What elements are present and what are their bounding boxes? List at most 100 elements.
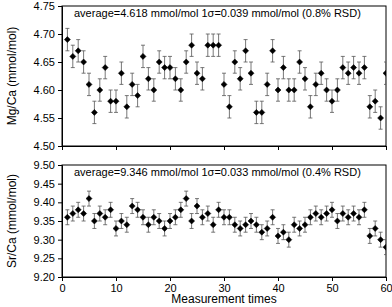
error-bar-cap <box>82 206 86 207</box>
x-tick-mark <box>224 277 225 281</box>
data-point <box>232 59 238 65</box>
x-axis-line <box>63 278 387 282</box>
error-bar-cap <box>190 56 194 57</box>
error-bar-cap <box>303 90 307 91</box>
error-bar-cap <box>335 78 339 79</box>
data-point <box>205 211 211 217</box>
error-bar-cap <box>346 62 350 63</box>
data-point <box>167 65 173 71</box>
error-bar-cap <box>217 56 221 57</box>
error-bar-cap <box>87 73 91 74</box>
x-tick-mark <box>170 146 171 150</box>
error-bar-cap <box>373 90 377 91</box>
error-bar-cap <box>195 213 199 214</box>
data-point <box>297 225 303 231</box>
data-point <box>318 70 324 76</box>
data-point <box>232 222 238 228</box>
data-point <box>118 218 124 224</box>
error-bar-cap <box>341 221 345 222</box>
data-point <box>140 53 146 59</box>
error-bar-cap <box>292 101 296 102</box>
data-point <box>259 109 265 115</box>
data-point <box>307 214 313 220</box>
error-bar-cap <box>379 129 383 130</box>
error-bar-cap <box>87 95 91 96</box>
error-bar-cap <box>276 243 280 244</box>
error-bar-cap <box>76 39 80 40</box>
error-bar-cap <box>384 84 386 85</box>
plot-frame <box>62 165 386 277</box>
error-bar-cap <box>98 78 102 79</box>
data-point <box>270 48 276 54</box>
error-bar-cap <box>260 123 264 124</box>
error-bar-cap <box>211 56 215 57</box>
error-bar-cap <box>254 232 258 233</box>
y-axis-line <box>58 166 63 278</box>
x-tick <box>224 146 225 150</box>
error-bar-cap <box>265 95 269 96</box>
error-bar-cap <box>195 84 199 85</box>
error-bar-cap <box>341 56 345 57</box>
data-point <box>64 214 70 220</box>
y-axis-title: Sr/Ca (mmol/mol) <box>5 174 19 268</box>
error-bar-cap <box>368 243 372 244</box>
error-bar-cap <box>227 224 231 225</box>
error-bar-cap <box>265 235 269 236</box>
error-bar-cap <box>152 224 156 225</box>
error-bar-cap <box>146 90 150 91</box>
data-point <box>91 109 97 115</box>
data-point <box>129 81 135 87</box>
error-bar-cap <box>136 217 140 218</box>
error-bar-cap <box>325 206 329 207</box>
error-bar-cap <box>146 67 150 68</box>
y-tick-label: 9.20 <box>34 271 55 283</box>
data-point <box>140 214 146 220</box>
data-point <box>145 76 151 82</box>
y-axis-line <box>58 7 63 147</box>
y-tick: 9.20 <box>34 271 62 283</box>
data-point <box>243 48 249 54</box>
error-bar-cap <box>168 228 172 229</box>
error-bar-cap <box>217 34 221 35</box>
error-bar-cap <box>65 28 69 29</box>
x-tick-label: 60 <box>380 282 392 294</box>
y-tick-label: 9.25 <box>34 252 55 264</box>
x-tick-mark <box>116 277 117 281</box>
data-point <box>340 211 346 217</box>
data-point <box>167 218 173 224</box>
error-bar-cap <box>173 90 177 91</box>
error-bar-cap <box>103 224 107 225</box>
error-bar-cap <box>179 202 183 203</box>
y-tick: 4.50 <box>34 140 62 152</box>
error-bar-cap <box>233 217 237 218</box>
y-tick-label: 4.70 <box>34 28 55 40</box>
error-bar-cap <box>152 78 156 79</box>
y-tick-mark <box>58 90 62 91</box>
data-point <box>243 222 249 228</box>
error-bar-cap <box>298 50 302 51</box>
error-bar-cap <box>254 101 258 102</box>
x-tick-mark <box>278 146 279 150</box>
error-bar-cap <box>244 62 248 63</box>
data-point <box>64 37 70 43</box>
error-bar-cap <box>379 247 383 248</box>
error-bar-cap <box>179 217 183 218</box>
data-point <box>145 222 151 228</box>
error-bar-cap <box>227 95 231 96</box>
y-tick-label: 4.55 <box>34 112 55 124</box>
x-tick: 0 <box>59 277 65 294</box>
data-point <box>124 222 130 228</box>
error-bar-cap <box>368 228 372 229</box>
error-bar-cap <box>303 217 307 218</box>
error-bar-cap <box>163 221 167 222</box>
error-bar-cap <box>271 224 275 225</box>
plot-area <box>64 191 386 254</box>
error-bar-cap <box>125 232 129 233</box>
error-bar-cap <box>76 202 80 203</box>
y-tick-mark <box>58 62 62 63</box>
error-bar-cap <box>373 235 377 236</box>
error-bar-cap <box>352 221 356 222</box>
error-bar-cap <box>98 101 102 102</box>
error-bar-cap <box>292 217 296 218</box>
error-bar-cap <box>200 90 204 91</box>
